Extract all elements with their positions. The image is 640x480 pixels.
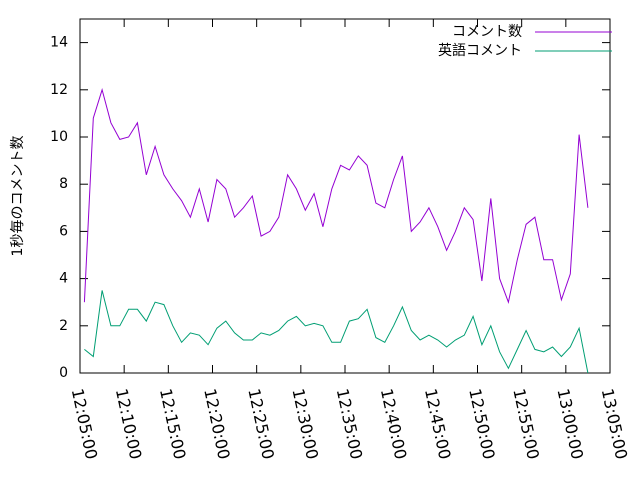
x-tick-label: 12:15:00	[156, 387, 190, 461]
y-tick-label: 8	[59, 176, 68, 192]
x-tick-label: 12:05:00	[68, 387, 102, 461]
y-tick-label: 14	[50, 35, 68, 51]
x-tick-label: 13:00:00	[554, 387, 588, 461]
x-tick-label: 12:25:00	[244, 387, 278, 461]
y-tick-label: 4	[59, 271, 68, 287]
y-tick-label: 10	[50, 129, 68, 145]
x-tick-label: 12:40:00	[377, 387, 411, 461]
y-tick-label: 2	[59, 318, 68, 334]
x-tick-label: 12:45:00	[421, 387, 455, 461]
x-tick-label: 12:30:00	[289, 387, 323, 461]
y-axis-label: 1秒毎のコメント数	[10, 136, 26, 257]
x-tick-label: 12:20:00	[200, 387, 234, 461]
legend-label: コメント数	[452, 24, 522, 40]
x-tick-label: 12:35:00	[333, 387, 367, 461]
y-tick-label: 12	[50, 82, 68, 98]
legend-label: 英語コメント	[438, 42, 522, 59]
x-tick-label: 13:05:00	[598, 387, 632, 461]
data-line	[84, 290, 589, 374]
x-tick-label: 12:55:00	[509, 387, 543, 461]
plot-frame	[79, 18, 611, 374]
y-tick-label: 6	[59, 223, 68, 239]
x-tick-label: 12:50:00	[465, 387, 499, 461]
x-tick-label: 12:10:00	[112, 387, 146, 461]
y-tick-label: 0	[59, 365, 68, 381]
data-line	[83, 87, 589, 304]
